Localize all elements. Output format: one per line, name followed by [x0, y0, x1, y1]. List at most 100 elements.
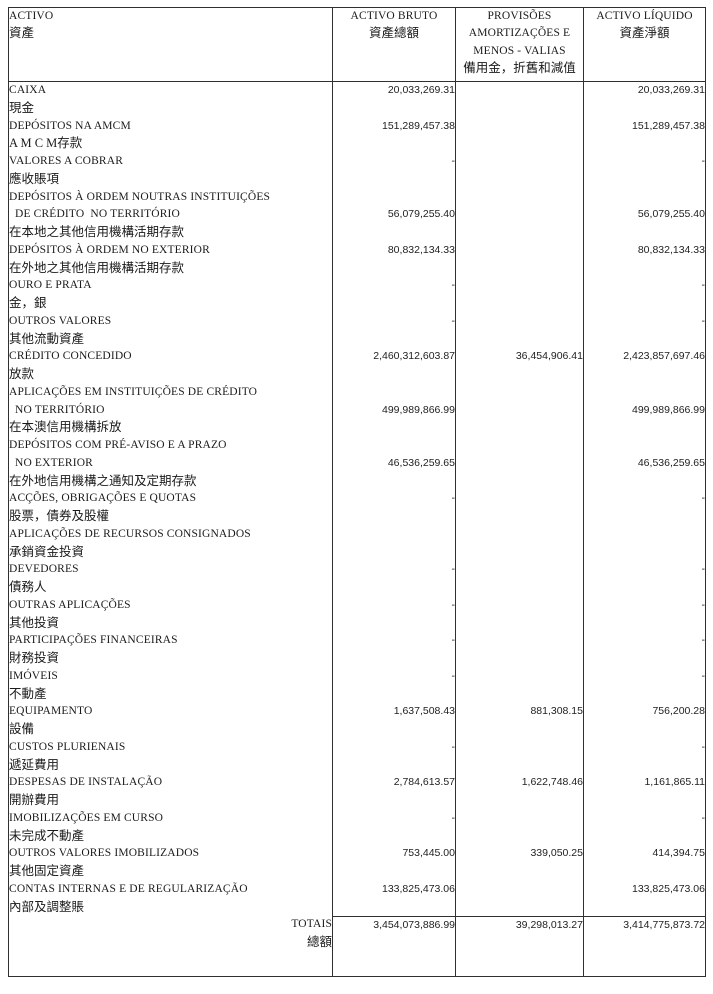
item-label-cell: DEPÓSITOS À ORDEM NOUTRAS INSTITUIÇÕES DE… — [8, 188, 333, 242]
item-label-cell: APLICAÇÕES DE RECURSOS CONSIGNADOS 承銷資金投資 — [8, 525, 333, 562]
provisions-value-cell — [455, 632, 584, 668]
item-label-cell: OUTROS VALORES 其他流動資產 — [8, 312, 333, 349]
item-name-zh: 其他投資 — [9, 615, 60, 630]
assets-table: ACTIVO 資產 ACTIVO BRUTO 資產總額 PROVISÕES AM… — [8, 7, 706, 977]
item-name-pt: DEPÓSITOS À ORDEM NO EXTERIOR — [9, 243, 210, 256]
provisions-value-cell — [455, 880, 584, 917]
header-provisoes-pt-1: PROVISÕES — [487, 10, 552, 22]
item-label-cell: EQUIPAMENTO 設備 — [8, 703, 333, 739]
item-name-pt: IMÓVEIS — [9, 669, 58, 682]
provisions-value-cell: 36,454,906.41 — [455, 348, 584, 384]
net-value-cell: 133,825,473.06 — [584, 881, 706, 917]
net-value-cell: 2,423,857,697.46 — [584, 348, 706, 384]
provisions-value-cell — [455, 596, 584, 633]
value-text: - — [451, 279, 456, 292]
item-name-zh: 其他流動資產 — [9, 331, 85, 346]
item-label-cell: APLICAÇÕES EM INSTITUIÇÕES DE CRÉDITO NO … — [8, 383, 333, 437]
value-text: 56,079,255.40 — [637, 208, 705, 221]
value-text: - — [701, 634, 706, 647]
net-value-cell: - — [584, 490, 706, 526]
header-activo-liquido-zh: 資產淨額 — [619, 26, 670, 41]
item-label-cell: CRÉDITO CONCEDIDO 放款 — [8, 348, 333, 384]
net-value-cell — [584, 526, 706, 562]
value-text: - — [701, 492, 706, 505]
item-name-zh: 在本地之其他信用機構活期存款 — [9, 225, 185, 239]
net-value-cell: 46,536,259.65 — [584, 437, 706, 490]
value-text: 753,445.00 — [402, 847, 455, 860]
table-row: DEPÓSITOS À ORDEM NO EXTERIOR 在外地之其他信用機構活… — [8, 241, 706, 278]
item-name-zh: 股票，債券及股權 — [9, 509, 110, 523]
item-name-zh: A M C M存款 — [9, 136, 83, 151]
gross-value-cell: 56,079,255.40 — [332, 188, 456, 242]
gross-value-cell: 2,784,613.57 — [332, 774, 456, 810]
value-text: - — [451, 634, 456, 647]
item-name-pt: VALORES A COBRAR — [9, 155, 124, 167]
net-value-cell: - — [584, 597, 706, 633]
item-name-zh: 在本澳信用機構拆放 — [9, 420, 122, 435]
net-value-cell: 80,832,134.33 — [584, 242, 706, 278]
gross-value-cell: 2,460,312,603.87 — [332, 348, 456, 384]
item-label-cell: ACÇÕES, OBRIGAÇÕES E QUOTAS 股票，債券及股權 — [8, 490, 333, 526]
net-value-cell: - — [584, 561, 706, 597]
header-activo-liquido-pt: ACTIVO LÍQUIDO — [596, 10, 693, 22]
value-text: 499,989,866.99 — [382, 403, 455, 416]
item-name-pt: DEPÓSITOS NA AMCM — [9, 119, 131, 132]
value-text: - — [451, 314, 456, 327]
item-name-zh: 不動產 — [9, 686, 47, 701]
provisions-value-cell — [455, 809, 584, 846]
table-row: DESPESAS DE INSTALAÇÃO 開辦費用 2,784,613.57 1,… — [8, 774, 706, 810]
table-row: CUSTOS PLURIENAIS 遞延費用 - - — [8, 738, 706, 775]
table-row: DEPÓSITOS À ORDEM NOUTRAS INSTITUIÇÕES DE… — [8, 188, 706, 242]
table-row: OUTRAS APLICAÇÕES 其他投資 - - — [8, 596, 706, 633]
table-row: APLICAÇÕES EM INSTITUIÇÕES DE CRÉDITO NO … — [8, 383, 706, 437]
item-label-cell: CONTAS INTERNAS E DE REGULARIZAÇÃO 內部及調整賬 — [8, 880, 333, 917]
item-name-pt: IMOBILIZAÇÕES EM CURSO — [9, 811, 164, 824]
provisions-value-cell — [455, 738, 584, 775]
table-row: CONTAS INTERNAS E DE REGULARIZAÇÃO 內部及調整賬… — [8, 880, 706, 917]
table-row: VALORES A COBRAR 應收賬項 - - — [8, 153, 706, 189]
totals-label-cell: TOTAIS 總額 — [8, 916, 333, 977]
net-value-cell: - — [584, 153, 706, 189]
value-text: - — [451, 811, 456, 824]
provisions-value-cell — [455, 437, 584, 491]
provisions-value-cell — [455, 153, 584, 189]
provisions-value-cell — [455, 490, 584, 526]
item-name-pt: OUTRAS APLICAÇÕES — [9, 598, 131, 611]
value-text: 151,289,457.38 — [382, 119, 455, 132]
value-text: 133,825,473.06 — [382, 882, 455, 895]
item-label-cell: DEPÓSITOS À ORDEM NO EXTERIOR 在外地之其他信用機構活… — [8, 241, 333, 278]
value-text: - — [701, 155, 706, 167]
provisions-value-cell — [455, 81, 584, 118]
item-name-zh: 開辦費用 — [9, 793, 60, 807]
value-text: - — [701, 811, 706, 824]
value-text: 414,394.75 — [652, 847, 705, 860]
value-text: - — [451, 669, 456, 682]
item-name-zh: 應收賬項 — [9, 171, 60, 186]
gross-value-cell: 133,825,473.06 — [332, 880, 456, 917]
totals-label-pt: TOTAIS — [291, 918, 332, 931]
table-row: CAIXA 現金 20,033,269.31 20,033,269.31 — [8, 81, 706, 118]
item-name-pt: PARTICIPAÇÕES FINANCEIRAS — [9, 634, 178, 647]
value-text: - — [451, 155, 456, 167]
table-row: ACÇÕES, OBRIGAÇÕES E QUOTAS 股票，債券及股權 - - — [8, 490, 706, 526]
table-row: OUTROS VALORES IMOBILIZADOS 其他固定資產 753,445… — [8, 845, 706, 881]
net-value-cell: - — [584, 810, 706, 846]
item-label-cell: OURO E PRATA 金，銀 — [8, 277, 333, 313]
gross-value-cell: 753,445.00 — [332, 845, 456, 881]
item-name-pt: DEPÓSITOS À ORDEM NOUTRAS INSTITUIÇÕES — [9, 190, 271, 203]
gross-value-cell: - — [332, 632, 456, 668]
value-text: - — [451, 598, 456, 611]
item-name-pt: NO TERRITÓRIO — [15, 403, 105, 416]
table-row: DEPÓSITOS COM PRÉ-AVISO E A PRAZO NO EXTE… — [8, 437, 706, 491]
item-name-pt: DEPÓSITOS COM PRÉ-AVISO E A PRAZO — [9, 439, 227, 451]
item-label-cell: DEVEDORES 債務人 — [8, 561, 333, 597]
provisions-value-cell: 881,308.15 — [455, 703, 584, 739]
item-label-cell: DESPESAS DE INSTALAÇÃO 開辦費用 — [8, 774, 333, 810]
value-text: 20,033,269.31 — [387, 84, 455, 96]
item-name-pt: CUSTOS PLURIENAIS — [9, 740, 126, 753]
value-text: 339,050.25 — [530, 847, 583, 860]
value-text: 80,832,134.33 — [637, 243, 705, 256]
net-value-cell: - — [584, 313, 706, 349]
value-text: - — [451, 492, 456, 505]
item-name-pt: APLICAÇÕES DE RECURSOS CONSIGNADOS — [9, 527, 251, 540]
